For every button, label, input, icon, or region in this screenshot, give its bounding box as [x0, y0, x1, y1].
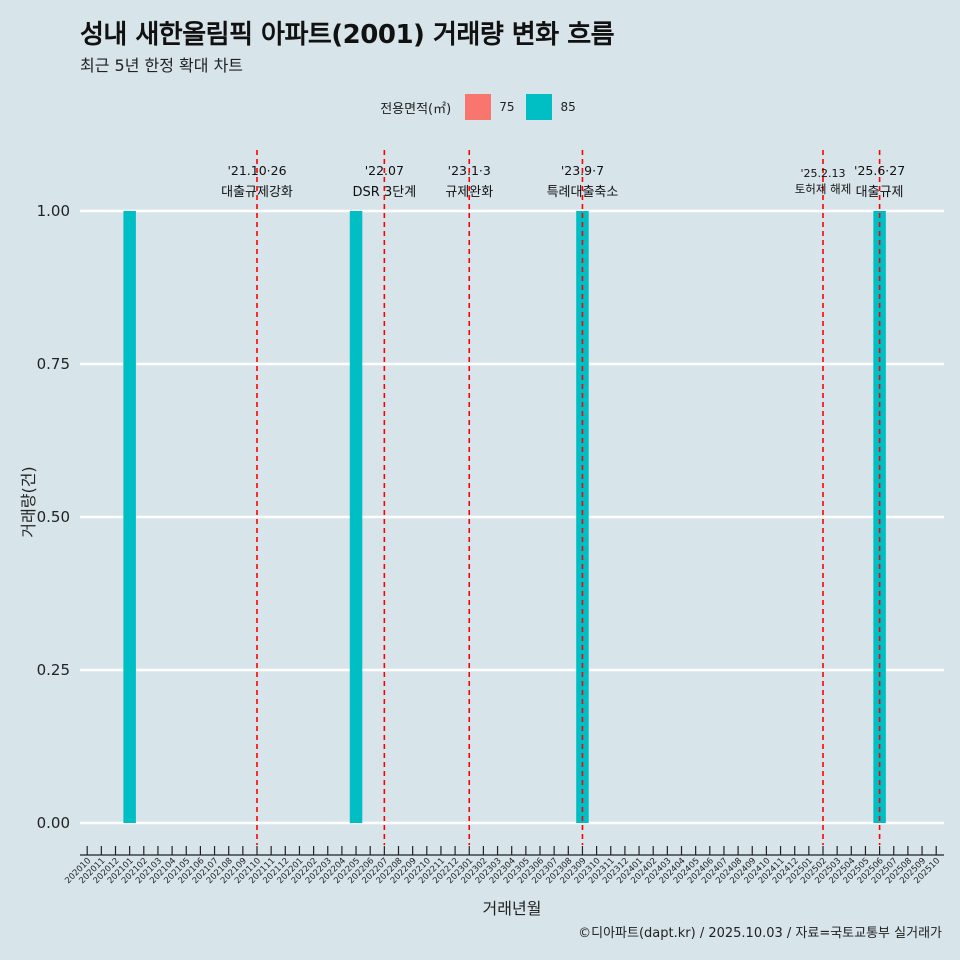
event-date-label: '25.2.13 — [800, 167, 845, 180]
event-name-label: 대출규제강화 — [221, 185, 293, 200]
chart-subtitle: 최근 5년 한정 확대 차트 — [80, 56, 244, 75]
legend-key-75 — [465, 94, 492, 120]
event-name-label: 토허제 해제 — [795, 182, 852, 196]
event-date-label: '23.9·7 — [561, 163, 604, 178]
y-tick-label: 0.50 — [37, 508, 70, 526]
event-date-label: '21.10·26 — [227, 163, 286, 178]
bar-85-202205 — [349, 211, 363, 823]
source-caption: ©디아파트(dapt.kr) / 2025.10.03 / 자료=국토교통부 실… — [578, 926, 942, 941]
event-name-label: 대출규제 — [856, 185, 904, 200]
y-tick-label: 0.00 — [37, 814, 70, 832]
legend-label-85: 85 — [560, 100, 576, 114]
legend-label-75: 75 — [499, 100, 515, 114]
event-date-label: '23.1·3 — [448, 163, 491, 178]
legend-key-85 — [526, 94, 553, 120]
chart-title: 성내 새한올림픽 아파트(2001) 거래량 변화 흐름 — [80, 20, 615, 50]
x-axis-title: 거래년월 — [483, 899, 542, 918]
y-tick-label: 0.75 — [37, 355, 70, 373]
bar-85-202506 — [873, 211, 886, 823]
y-axis-title: 거래량(건) — [19, 466, 38, 537]
event-name-label: 규제완화 — [445, 185, 493, 200]
legend: 전용면적(㎡) 75 85 — [0, 92, 960, 122]
y-tick-label: 0.25 — [37, 661, 70, 679]
legend-title: 전용면적(㎡) — [380, 101, 452, 117]
event-date-label: '25.6·27 — [854, 163, 905, 178]
event-name-label: 특례대출축소 — [547, 185, 619, 200]
bar-85-202309 — [576, 211, 589, 823]
event-date-label: '22.07 — [365, 163, 404, 178]
event-name-label: DSR 3단계 — [353, 185, 417, 200]
y-tick-label: 1.00 — [37, 202, 70, 220]
bar-85-202101 — [123, 211, 136, 823]
